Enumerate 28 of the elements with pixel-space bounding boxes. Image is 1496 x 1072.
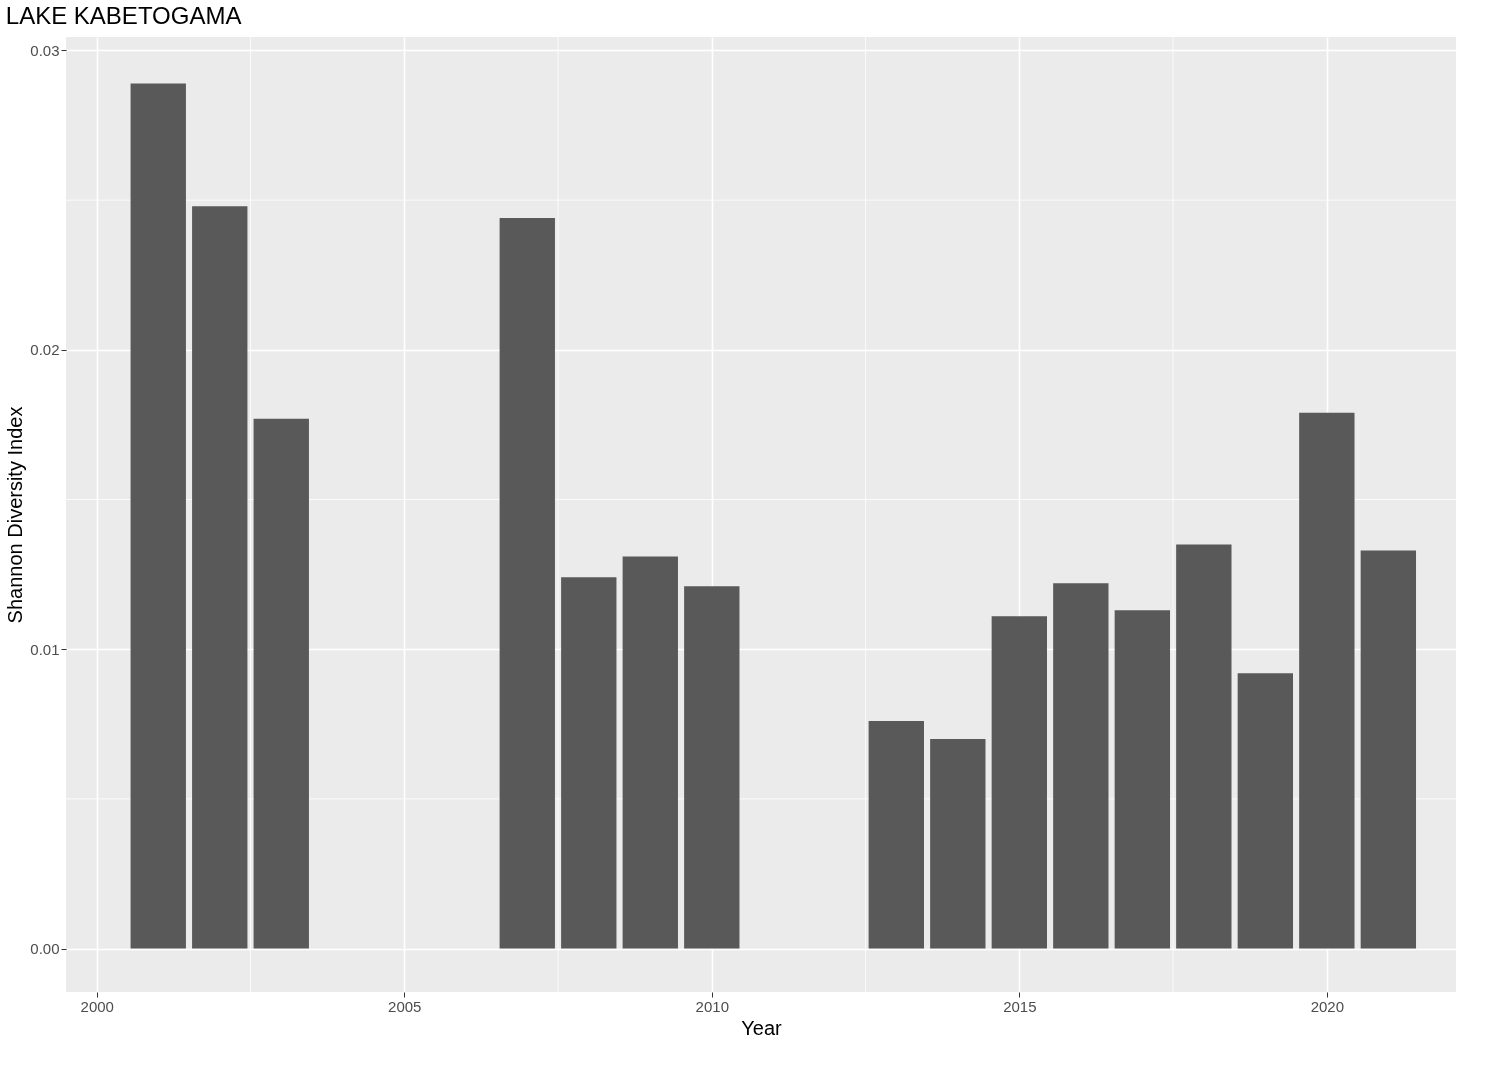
bar	[499, 218, 555, 949]
x-tick-label: 2015	[1003, 997, 1037, 1015]
x-tick-label: 2005	[388, 997, 422, 1015]
x-tick-label: 2010	[695, 997, 729, 1015]
bar	[130, 83, 186, 949]
x-tick-label: 2020	[1310, 997, 1345, 1015]
bar	[1053, 583, 1109, 949]
x-axis-title: Year	[741, 1016, 783, 1039]
bar	[868, 721, 924, 949]
bar	[192, 206, 248, 949]
y-tick-label: 0.02	[30, 341, 60, 359]
bar	[1114, 610, 1170, 949]
bar	[1360, 550, 1417, 949]
y-tick-label: 0.01	[30, 640, 60, 658]
x-tick-label: 2000	[80, 997, 114, 1015]
y-axis-title: Shannon Diversity Index	[4, 406, 27, 624]
bar	[930, 739, 986, 949]
bar	[622, 556, 678, 949]
bar	[684, 586, 740, 949]
y-tick-label: 0.00	[30, 940, 60, 958]
bar	[991, 616, 1047, 949]
chart-title: LAKE KABETOGAMA	[5, 1, 242, 29]
bar	[1237, 673, 1294, 949]
bar	[1176, 544, 1232, 949]
bar	[1299, 412, 1355, 949]
bar	[561, 577, 617, 949]
y-tick-label: 0.03	[30, 41, 60, 59]
bar	[253, 418, 309, 949]
